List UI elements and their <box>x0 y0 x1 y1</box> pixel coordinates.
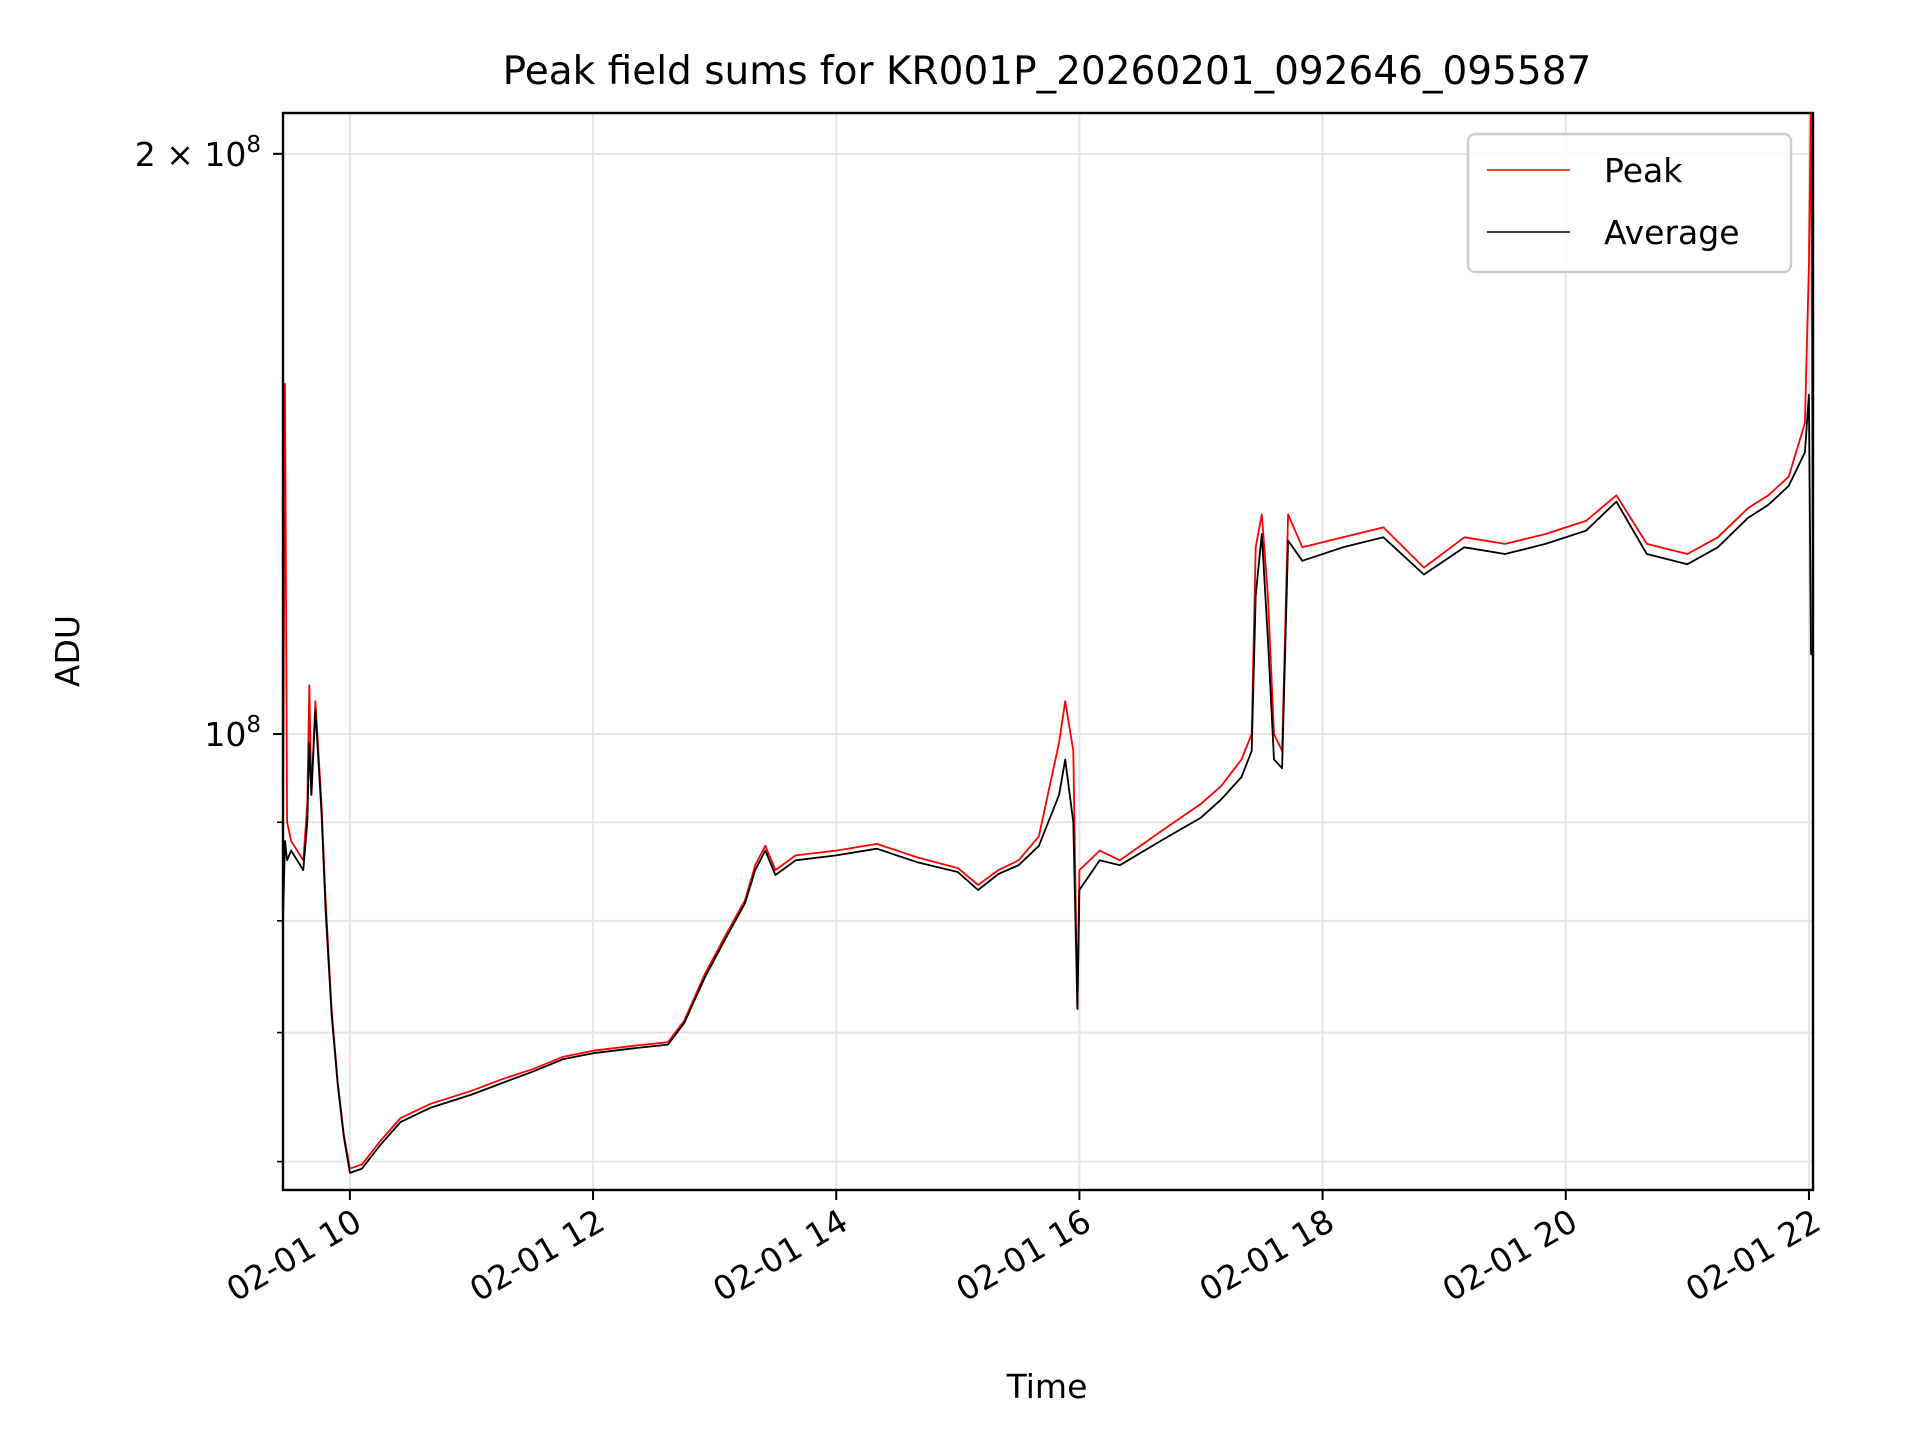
series-group <box>283 113 1813 1174</box>
legend-label-average: Average <box>1604 213 1740 252</box>
legend: Peak Average <box>1466 132 1793 274</box>
y-tick-base: 10 <box>204 135 246 174</box>
y-tick-multiplier: 2 × <box>135 135 205 174</box>
series-layer <box>283 113 1813 1174</box>
y-tick-label: 108 <box>204 712 261 754</box>
y-tick-base: 10 <box>204 715 246 754</box>
legend-box <box>1466 132 1793 274</box>
plot-frame <box>281 111 1815 1192</box>
x-axis-label: Time <box>1006 1367 1088 1406</box>
y-tick-exponent: 8 <box>246 132 261 158</box>
chart-title: Peak field sums for KR001P_20260201_0926… <box>503 49 1592 94</box>
y-tick-label: 2 × 108 <box>135 132 261 174</box>
y-tick-exponent: 8 <box>246 712 261 738</box>
series-line-average <box>283 393 1813 1174</box>
y-axis-label: ADU <box>48 615 87 687</box>
legend-label-peak: Peak <box>1604 151 1683 190</box>
